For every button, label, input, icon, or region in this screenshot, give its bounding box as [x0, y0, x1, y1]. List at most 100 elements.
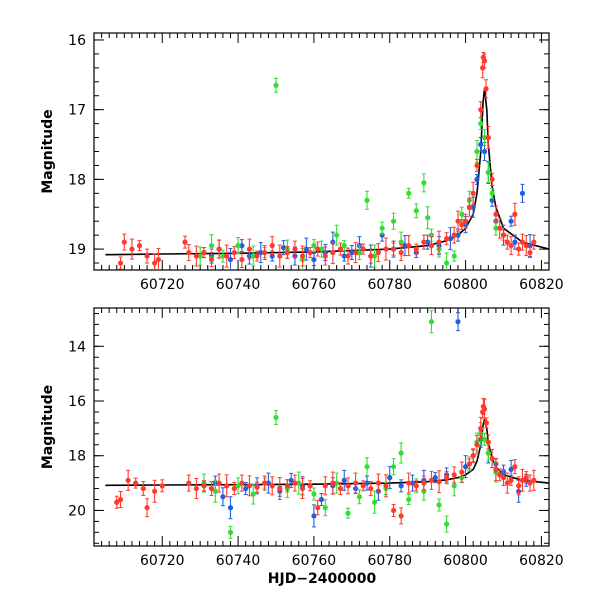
data-point-red	[136, 243, 143, 249]
data-point-green	[379, 225, 385, 231]
y-axis-label: Magnitude	[40, 385, 56, 469]
data-point-blue	[455, 232, 461, 238]
data-point-red	[186, 249, 192, 256]
top-panel: 60720 60740 60760 60780 60800 60820 16 17 18 19 Ma…	[40, 32, 564, 293]
data-point-blue	[489, 197, 495, 203]
data-point-red	[398, 513, 404, 519]
data-point-green	[481, 134, 488, 141]
data-point-green	[208, 243, 215, 249]
y-tick-label: 14	[68, 339, 86, 355]
data-point-red	[152, 260, 158, 266]
data-point-green	[345, 510, 351, 516]
data-point-green	[250, 253, 256, 259]
data-point-red	[504, 480, 510, 486]
data-point-red	[239, 256, 245, 263]
data-point-red	[483, 420, 490, 426]
data-point-blue	[341, 477, 347, 483]
data-point-red	[254, 253, 260, 259]
data-point-red	[246, 246, 253, 252]
data-point-red	[315, 505, 321, 511]
data-point-green	[481, 436, 488, 442]
data-point-red	[493, 466, 499, 473]
data-point-red	[406, 480, 412, 486]
data-point-red	[224, 483, 230, 489]
data-point-red	[398, 249, 404, 256]
data-point-red	[337, 485, 344, 492]
data-point-red	[383, 246, 389, 252]
data-point-red	[284, 249, 290, 256]
data-point-red	[413, 246, 419, 252]
x-axis-label: HJD−2400000	[268, 571, 377, 587]
data-point-red	[413, 483, 419, 489]
data-point-red	[519, 239, 526, 245]
y-tick-label: 18	[68, 449, 86, 465]
data-point-red	[140, 485, 146, 492]
data-point-blue	[239, 243, 245, 249]
data-point-red	[497, 472, 503, 478]
data-point-red	[523, 243, 529, 249]
data-point-red	[114, 499, 120, 505]
data-point-red	[368, 253, 374, 259]
data-point-blue	[303, 246, 309, 252]
data-point-red	[216, 480, 222, 486]
data-point-blue	[519, 190, 526, 196]
data-point-red	[360, 483, 366, 489]
data-point-red	[504, 239, 510, 245]
data-point-blue	[409, 480, 416, 486]
data-point-red	[353, 480, 359, 486]
data-point-green	[334, 480, 340, 486]
data-point-red	[201, 249, 207, 256]
data-point-green	[398, 450, 404, 456]
data-point-green	[444, 521, 450, 527]
data-point-green	[356, 494, 363, 500]
data-point-red	[493, 211, 499, 217]
x-tick-label: 60800	[443, 553, 488, 569]
data-point-red	[129, 246, 135, 252]
y-tick-label: 19	[68, 242, 86, 258]
data-point-red	[531, 477, 537, 483]
data-point-red	[144, 505, 150, 511]
data-point-red	[360, 246, 366, 252]
data-point-red	[345, 483, 351, 489]
data-point-green	[406, 496, 412, 503]
data-point-green	[436, 502, 442, 508]
data-point-blue	[455, 319, 461, 325]
data-point-red	[299, 253, 306, 259]
data-point-blue	[364, 480, 370, 486]
data-point-red	[117, 496, 124, 503]
data-point-red	[421, 239, 427, 245]
data-point-red	[478, 425, 484, 431]
data-point-red	[508, 477, 514, 483]
data-point-red	[330, 480, 336, 486]
data-point-green	[334, 232, 340, 238]
data-point-red	[512, 464, 518, 470]
data-point-red	[474, 442, 480, 448]
data-point-red	[497, 225, 503, 231]
data-point-red	[353, 249, 359, 256]
data-point-blue	[258, 249, 264, 256]
data-point-red	[277, 253, 283, 259]
data-point-red	[451, 232, 457, 238]
data-point-green	[311, 243, 317, 249]
data-point-red	[483, 86, 489, 92]
data-point-green	[398, 239, 404, 245]
data-point-green	[489, 190, 495, 196]
data-point-red	[315, 246, 321, 252]
data-point-red	[277, 485, 283, 492]
data-point-green	[296, 480, 302, 486]
data-point-green	[444, 260, 450, 266]
x-tick-label: 60820	[519, 277, 564, 293]
data-point-blue	[470, 204, 476, 210]
data-point-green	[413, 208, 419, 214]
data-point-blue	[311, 256, 317, 263]
data-point-green	[318, 246, 325, 252]
y-tick-label: 17	[68, 103, 86, 119]
data-point-blue	[243, 485, 249, 492]
data-point-red	[284, 483, 290, 489]
y-tick-label: 16	[68, 33, 86, 49]
data-point-red	[375, 480, 381, 486]
data-point-green	[235, 483, 241, 489]
data-point-green	[451, 483, 457, 489]
data-point-red	[466, 461, 472, 467]
